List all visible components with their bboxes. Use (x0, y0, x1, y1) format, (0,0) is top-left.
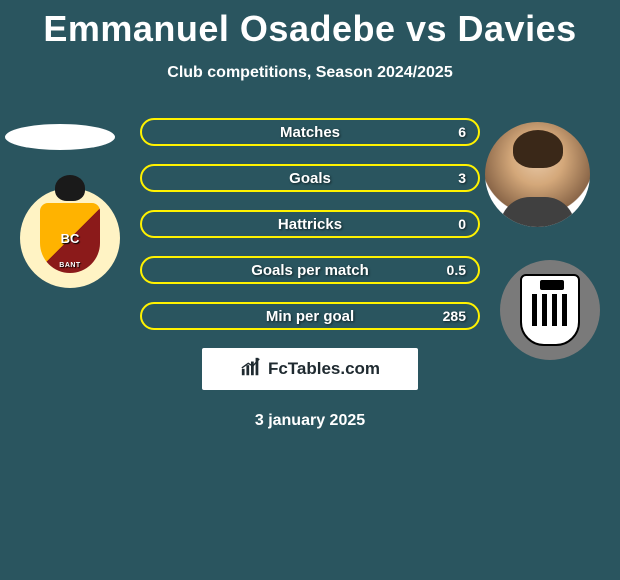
stats-list: Matches 6 Goals 3 Hattricks 0 Goals per … (140, 118, 480, 330)
brand-box: FcTables.com (202, 348, 418, 390)
stat-value-right: 3 (458, 170, 466, 186)
stat-label: Hattricks (278, 216, 342, 233)
club-badge-right (500, 260, 600, 360)
stat-label: Matches (280, 124, 340, 141)
stat-row-gpm: Goals per match 0.5 (140, 256, 480, 284)
brand-text: FcTables.com (268, 359, 380, 379)
page-title: Emmanuel Osadebe vs Davies (0, 0, 620, 50)
club-badge-left: BC (20, 188, 120, 288)
stat-row-mpg: Min per goal 285 (140, 302, 480, 330)
stat-row-matches: Matches 6 (140, 118, 480, 146)
club-badge-left-abbrev: BC (61, 231, 80, 246)
stat-value-right: 0.5 (447, 262, 466, 278)
stat-label: Goals per match (251, 262, 369, 279)
player-right-avatar (485, 122, 590, 227)
stat-label: Min per goal (266, 308, 354, 325)
subtitle: Club competitions, Season 2024/2025 (0, 64, 620, 82)
bar-chart-icon (240, 356, 262, 383)
footer-date: 3 january 2025 (0, 412, 620, 430)
club-badge-left-shield: BC (40, 203, 100, 273)
stat-label: Goals (289, 170, 331, 187)
stat-value-right: 285 (443, 308, 466, 324)
club-badge-right-crest (520, 274, 580, 346)
stat-row-goals: Goals 3 (140, 164, 480, 192)
stat-row-hattricks: Hattricks 0 (140, 210, 480, 238)
player-left-avatar (5, 124, 115, 150)
stat-value-right: 0 (458, 216, 466, 232)
stat-value-right: 6 (458, 124, 466, 140)
